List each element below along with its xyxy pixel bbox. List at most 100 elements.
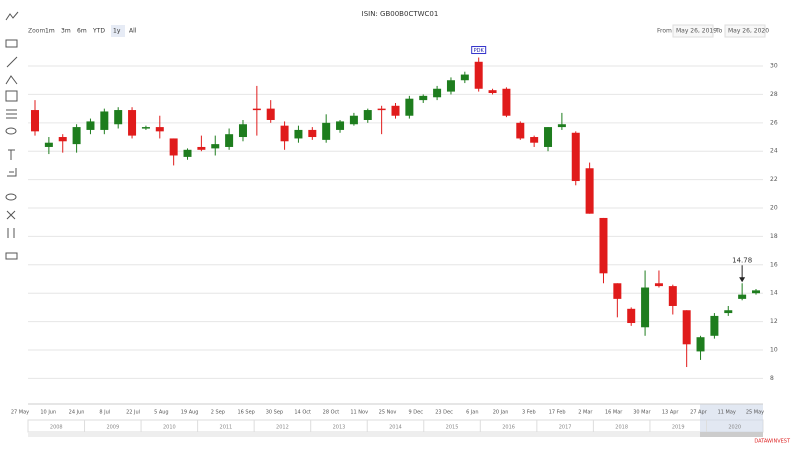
toolbar bbox=[5, 11, 19, 260]
candle-body bbox=[280, 125, 289, 142]
navigator-selection[interactable] bbox=[700, 404, 763, 436]
candle-body bbox=[141, 127, 150, 129]
navigator-year: 2011 bbox=[220, 425, 233, 431]
navigator-year: 2008 bbox=[50, 425, 63, 431]
tool-icon[interactable] bbox=[5, 75, 18, 85]
candle-body bbox=[322, 122, 331, 140]
x-tick-label: 23 Dec bbox=[435, 410, 453, 416]
callout-label: 14.78 bbox=[732, 256, 752, 264]
tool-icon[interactable] bbox=[6, 109, 17, 119]
tool-icon[interactable] bbox=[7, 168, 17, 177]
tool-icon[interactable] bbox=[5, 39, 18, 48]
candle-body bbox=[363, 110, 372, 120]
x-tick-label: 28 Oct bbox=[323, 410, 340, 416]
zoom-button[interactable]: All bbox=[129, 28, 137, 35]
x-tick-label: 10 Jun bbox=[40, 410, 56, 416]
x-tick-label: 3 Feb bbox=[522, 410, 536, 416]
x-tick-label: 8 Jul bbox=[99, 410, 110, 416]
candle-body bbox=[405, 98, 414, 116]
tool-icon[interactable] bbox=[6, 210, 16, 220]
y-tick-label: 10 bbox=[770, 346, 778, 353]
tool-icon[interactable] bbox=[5, 11, 19, 21]
navigator-year: 2010 bbox=[163, 425, 176, 431]
candle-body bbox=[654, 283, 663, 287]
candle-body bbox=[128, 110, 137, 136]
candle-body bbox=[58, 137, 67, 142]
candle-body bbox=[724, 310, 733, 314]
candle-body bbox=[502, 88, 511, 116]
navigator-year: 2016 bbox=[502, 425, 515, 431]
tool-icon[interactable] bbox=[5, 252, 18, 260]
candle-body bbox=[460, 74, 469, 81]
candle-body bbox=[31, 110, 39, 132]
y-tick-label: 14 bbox=[770, 290, 778, 297]
candle-body bbox=[114, 110, 123, 125]
candle-body bbox=[169, 138, 178, 156]
navigator-year: 2018 bbox=[615, 425, 628, 431]
candle-body bbox=[252, 108, 261, 111]
callout-arrowhead bbox=[739, 277, 746, 283]
x-tick-label: 25 Nov bbox=[379, 410, 397, 416]
x-tick-label: 19 Aug bbox=[181, 410, 199, 416]
zoom-button[interactable]: YTD bbox=[92, 28, 105, 35]
x-tick-label: 30 Sep bbox=[266, 410, 283, 416]
zoom-button-active[interactable] bbox=[111, 25, 125, 37]
y-tick-label: 26 bbox=[770, 119, 778, 126]
date-input[interactable] bbox=[672, 24, 714, 38]
candle-body bbox=[349, 115, 358, 125]
navigator-year: 2015 bbox=[446, 425, 459, 431]
to-label: To bbox=[715, 28, 723, 35]
x-tick-label: 2 Sep bbox=[211, 410, 225, 416]
candle-body bbox=[516, 122, 525, 139]
candle-body bbox=[668, 286, 677, 306]
candle-body bbox=[585, 168, 594, 214]
candle-body bbox=[696, 337, 705, 352]
navigator-year: 2019 bbox=[672, 425, 685, 431]
x-tick-label: 11 May bbox=[718, 410, 736, 416]
x-tick-label: 13 Apr bbox=[662, 410, 680, 416]
scrollbar-thumb[interactable] bbox=[700, 432, 763, 437]
tool-icon[interactable] bbox=[8, 149, 15, 160]
candle-body bbox=[391, 105, 400, 116]
tool-icon[interactable] bbox=[5, 127, 17, 135]
candle-body bbox=[613, 283, 622, 299]
flag-box bbox=[471, 46, 487, 55]
candle-body bbox=[377, 108, 386, 111]
candle-body bbox=[44, 142, 53, 147]
y-tick-label: 28 bbox=[770, 91, 778, 98]
candle-body bbox=[433, 88, 442, 98]
candle-body bbox=[474, 61, 483, 89]
x-tick-label: 6 Jan bbox=[466, 410, 478, 416]
tool-icon[interactable] bbox=[7, 228, 15, 238]
y-tick-label: 18 bbox=[770, 233, 778, 240]
zoom-button[interactable]: 1m bbox=[45, 28, 55, 35]
candle-body bbox=[308, 129, 317, 138]
zoom-button[interactable]: 6m bbox=[77, 28, 87, 35]
date-input[interactable] bbox=[724, 24, 766, 38]
candle-body bbox=[446, 80, 455, 92]
x-tick-label: 5 Aug bbox=[154, 410, 169, 416]
candle-body bbox=[544, 127, 553, 147]
candle-body bbox=[155, 127, 164, 132]
zoom-button[interactable]: 1y bbox=[113, 28, 121, 35]
candle-body bbox=[571, 132, 580, 182]
candle-body bbox=[710, 315, 719, 336]
y-tick-label: 30 bbox=[770, 63, 778, 70]
candle-body bbox=[738, 294, 747, 299]
tool-icon[interactable] bbox=[6, 56, 18, 68]
candle-body bbox=[72, 127, 81, 145]
candle-body bbox=[197, 146, 206, 150]
candle-body bbox=[211, 144, 220, 149]
x-tick-label: 14 Oct bbox=[294, 410, 311, 416]
zoom-label: Zoom bbox=[28, 28, 45, 35]
tool-icon[interactable] bbox=[5, 193, 17, 201]
scrollbar[interactable] bbox=[28, 432, 763, 437]
candle-body bbox=[86, 121, 95, 130]
tool-icon[interactable] bbox=[5, 90, 18, 102]
zoom-button[interactable]: 3m bbox=[61, 28, 71, 35]
candle-body bbox=[419, 95, 428, 101]
x-tick-label: 27 May bbox=[11, 410, 29, 416]
to-date: May 26, 2020 bbox=[728, 28, 769, 35]
y-tick-label: 22 bbox=[770, 176, 778, 183]
